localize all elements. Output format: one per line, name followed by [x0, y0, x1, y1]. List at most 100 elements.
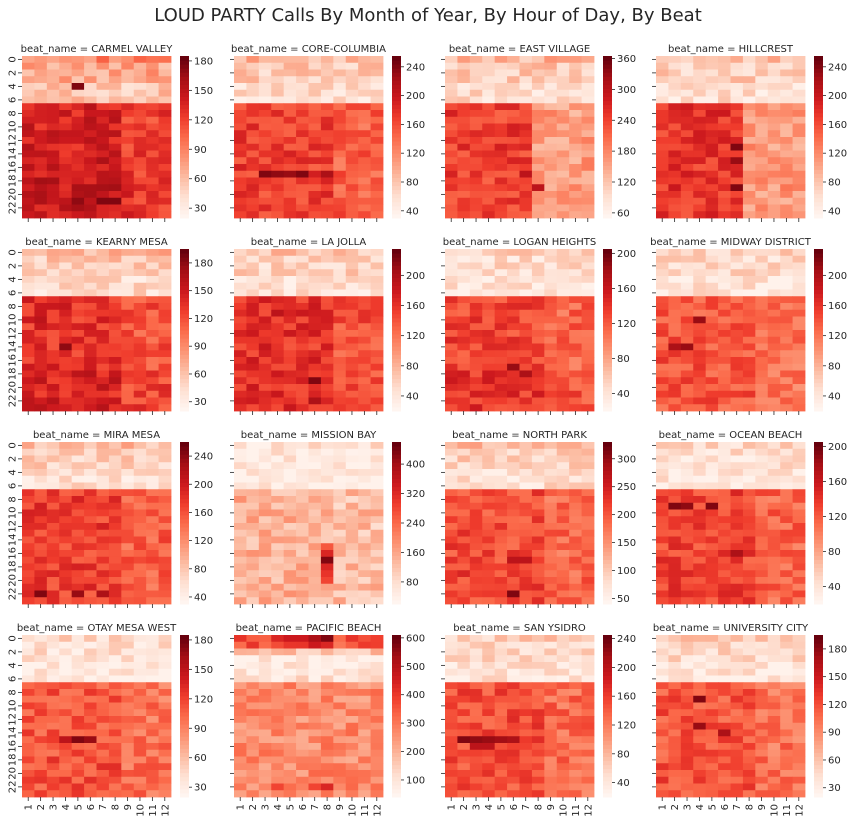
heatmap-cell [358, 730, 371, 737]
heatmap-cell [569, 564, 582, 571]
heatmap-cell [718, 391, 731, 398]
heatmap-cell [743, 171, 756, 178]
heatmap-cell [59, 703, 72, 710]
colorbar-segment [180, 182, 189, 187]
heatmap-cell [371, 56, 384, 63]
heatmap-cell [159, 63, 172, 70]
heatmap-cell [97, 178, 110, 185]
heatmap-cell [693, 137, 706, 144]
heatmap-cell [780, 70, 793, 77]
heatmap-cell [582, 56, 595, 63]
colorbar-segment [180, 358, 189, 363]
heatmap-cell [59, 263, 72, 270]
colorbar-tick-label: 160 [828, 120, 847, 131]
heatmap-cell [84, 283, 97, 290]
heatmap-cell [569, 97, 582, 104]
heatmap-cell [706, 384, 719, 391]
heatmap-cell [532, 110, 545, 117]
heatmap-cell [234, 191, 247, 198]
heatmap-cell [284, 462, 297, 469]
heatmap-cell [482, 310, 495, 317]
colorbar-segment [180, 716, 189, 721]
colorbar-tick-label: 120 [194, 115, 213, 126]
colorbar-segment [180, 338, 189, 343]
heatmap-cell [296, 263, 309, 270]
heatmap-cell [656, 263, 669, 270]
heatmap-cell [532, 56, 545, 63]
heatmap-cell [259, 703, 272, 710]
heatmap-cell [346, 682, 359, 689]
heatmap-cell [321, 577, 334, 584]
heatmap-cell [507, 211, 520, 218]
heatmap-cell [309, 76, 322, 83]
heatmap-cell [693, 584, 706, 591]
colorbar-segment [180, 113, 189, 118]
colorbar-segment [180, 551, 189, 556]
heatmap-cell [84, 310, 97, 317]
heatmap-cell [121, 676, 134, 683]
panel-title: beat_name = HILLCREST [668, 44, 794, 55]
heatmap-cell [755, 124, 768, 131]
heatmap-cell [755, 90, 768, 97]
heatmap-cell [780, 90, 793, 97]
y-tick-label: 18 [8, 175, 19, 188]
heatmap-cell [134, 70, 147, 77]
heatmap-cell [284, 63, 297, 70]
heatmap-cell [731, 124, 744, 131]
heatmap-cell [109, 110, 122, 117]
colorbar-segment [392, 157, 401, 162]
heatmap-cell [445, 510, 458, 517]
heatmap-cell [259, 597, 272, 604]
heatmap-cell [97, 296, 110, 303]
heatmap-cell [557, 110, 570, 117]
heatmap-cell [159, 662, 172, 669]
heatmap-cell [780, 63, 793, 70]
heatmap-cell [271, 391, 284, 398]
heatmap-cell [84, 269, 97, 276]
heatmap-cell [681, 577, 694, 584]
heatmap-cell [768, 63, 781, 70]
heatmap-cell [371, 364, 384, 371]
x-tick-label: 7 [98, 804, 109, 810]
heatmap-cell [743, 398, 756, 405]
y-tick-label: 8 [8, 496, 19, 502]
heatmap-cell [97, 503, 110, 510]
heatmap-cell [109, 489, 122, 496]
heatmap-cell [134, 550, 147, 557]
heatmap-cell [520, 184, 533, 191]
heatmap-cell [309, 83, 322, 90]
heatmap-cell [234, 371, 247, 378]
heatmap-cell [321, 110, 334, 117]
heatmap-cell [146, 770, 159, 777]
heatmap-cell [544, 357, 557, 364]
colorbar-segment [392, 442, 401, 447]
heatmap-cell [22, 137, 35, 144]
heatmap-cell [259, 676, 272, 683]
heatmap-cell [755, 303, 768, 310]
colorbar-segment [180, 511, 189, 516]
heatmap-cell [371, 249, 384, 256]
heatmap-cell [296, 676, 309, 683]
heatmap-cell [259, 97, 272, 104]
heatmap-cell [97, 649, 110, 656]
colorbar-segment [814, 117, 823, 122]
heatmap-cell [333, 249, 346, 256]
colorbar-segment [180, 748, 189, 753]
heatmap-cell [755, 83, 768, 90]
heatmap-cell [532, 164, 545, 171]
heatmap-cell [706, 456, 719, 463]
colorbar-segment [392, 277, 401, 282]
heatmap-cell [84, 649, 97, 656]
heatmap-cell [159, 130, 172, 137]
heatmap-cell [557, 130, 570, 137]
heatmap-cell [159, 496, 172, 503]
heatmap-cell [259, 124, 272, 131]
heatmap-cell [321, 283, 334, 290]
heatmap-cell [234, 344, 247, 351]
colorbar-tick-label: 80 [194, 564, 207, 575]
heatmap-cell [482, 570, 495, 577]
heatmap-cell [109, 391, 122, 398]
heatmap-cell [284, 703, 297, 710]
heatmap-cell [743, 323, 756, 330]
heatmap-cell [520, 530, 533, 537]
